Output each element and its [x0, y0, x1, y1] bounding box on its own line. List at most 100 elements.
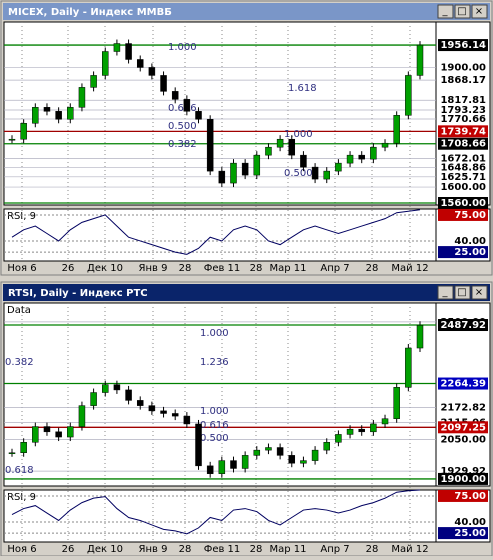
window-button[interactable]	[471, 4, 488, 19]
fib-label: 0.616	[200, 420, 229, 431]
window-button[interactable]	[471, 285, 488, 300]
price-label: 2172.82	[440, 403, 486, 414]
rsi-tick: 40.00	[454, 236, 486, 247]
price-label: 1739.74	[440, 126, 486, 137]
candle	[8, 452, 16, 455]
date-label: Янв 9	[139, 544, 168, 555]
date-label: Май 12	[391, 263, 428, 274]
window-button-glyph: _	[442, 6, 449, 17]
price-label: 1708.66	[440, 139, 486, 150]
candle	[381, 142, 389, 148]
candle	[206, 119, 214, 172]
legend: Data	[7, 305, 31, 316]
candle	[300, 154, 307, 168]
price-label: 1817.81	[440, 95, 486, 106]
candle	[335, 162, 342, 172]
rsi-label: RSI, 9	[7, 211, 36, 222]
date-label: Дек 10	[87, 263, 123, 274]
candle	[78, 405, 86, 427]
rsi-line	[11, 209, 421, 255]
candle	[300, 460, 307, 464]
candle	[265, 146, 272, 156]
price-box	[438, 421, 488, 434]
price-box	[438, 137, 488, 150]
candle	[323, 442, 330, 451]
rsi-box	[438, 208, 488, 221]
candle	[90, 75, 97, 88]
date-label: 28	[250, 544, 263, 555]
date-label: 28	[366, 544, 379, 555]
price-axis	[435, 302, 491, 487]
price-box	[438, 472, 488, 485]
date-label: Май 12	[391, 544, 428, 555]
candle	[67, 426, 74, 438]
rsi-box	[438, 527, 488, 540]
date-label: Фев 11	[204, 263, 241, 274]
rsi-box	[438, 246, 488, 259]
candle	[276, 447, 284, 456]
date-label: Ноя 6	[7, 544, 36, 555]
candle	[55, 111, 62, 120]
window-button[interactable]	[437, 285, 454, 300]
price-axis	[435, 21, 491, 206]
rsi-label: RSI, 9	[7, 492, 36, 503]
candle	[102, 51, 109, 76]
candle	[67, 107, 74, 120]
candle	[32, 426, 39, 443]
price-box	[438, 377, 488, 390]
candle	[136, 400, 144, 406]
candle	[136, 59, 144, 68]
candle	[393, 115, 400, 144]
candle	[358, 428, 365, 433]
candle	[265, 447, 272, 451]
fib-label: 1.236	[200, 357, 229, 368]
price-label: 1929.92	[440, 466, 486, 477]
date-label: Апр 7	[320, 263, 349, 274]
candle	[323, 170, 330, 180]
candle	[8, 138, 16, 141]
date-label: 28	[179, 263, 192, 274]
date-label: Дек 10	[87, 544, 123, 555]
price-label: 1956.14	[440, 40, 486, 51]
candle	[148, 405, 156, 412]
price-label: 1625.71	[440, 172, 486, 183]
candle	[171, 413, 179, 417]
candle	[241, 162, 249, 176]
price-label: 1900.00	[440, 474, 486, 485]
fib-label: 1.000	[284, 129, 313, 140]
price-label: 2487.92	[440, 320, 486, 331]
rsi-tick: 40.00	[454, 517, 486, 528]
window-button[interactable]	[437, 4, 454, 19]
rsi-tick: 25.00	[454, 247, 486, 258]
candle	[43, 426, 51, 433]
window-button[interactable]	[454, 4, 471, 19]
window-button-glyph: ×	[475, 287, 483, 298]
candle	[416, 44, 424, 76]
candle	[160, 75, 167, 92]
date-label: 28	[366, 263, 379, 274]
candle	[241, 455, 249, 469]
fib-label: 1.000	[200, 406, 229, 417]
candle	[43, 107, 51, 112]
window-button[interactable]	[454, 285, 471, 300]
window-title: MICEX, Daily - Индекс ММВБ	[8, 7, 172, 18]
price-label: 1900.00	[440, 62, 486, 73]
candle	[195, 111, 202, 120]
candle	[416, 325, 424, 349]
price-label: 1672.01	[440, 153, 486, 164]
date-label: Мар 11	[269, 544, 306, 555]
rsi-tick: 75.00	[454, 210, 486, 221]
candle	[230, 460, 237, 469]
candle	[183, 415, 191, 425]
plot-area	[3, 302, 437, 487]
candle	[253, 154, 261, 176]
price-label: 1868.17	[440, 75, 486, 86]
price-box	[438, 125, 488, 138]
candle	[370, 423, 377, 433]
candle	[405, 347, 412, 388]
candle	[276, 138, 284, 148]
candle	[405, 75, 412, 116]
rsi-box	[438, 489, 488, 502]
candle	[113, 43, 121, 52]
